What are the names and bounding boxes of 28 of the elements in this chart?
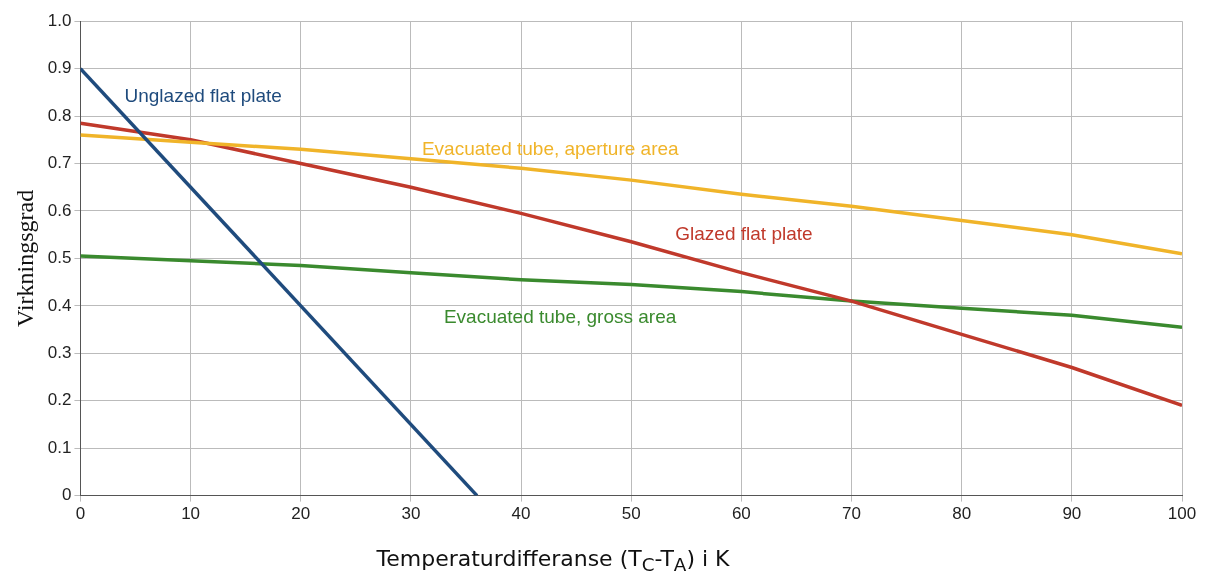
y-axis-title: Virkningsgrad — [11, 189, 38, 327]
x-tick-label: 40 — [511, 504, 531, 524]
y-tick-label: 0.3 — [47, 342, 72, 362]
y-tick-label: 0.9 — [47, 58, 72, 78]
x-tick-label: 0 — [75, 504, 86, 524]
y-tick-label: 0.4 — [47, 295, 72, 315]
y-tick-label: 0.2 — [47, 390, 72, 410]
y-tick-label: 0.6 — [47, 200, 72, 220]
x-axis-title: Temperaturdifferanse (T$_{C}$-T$_{A}$) i K — [375, 546, 731, 576]
y-tick-label: 0.1 — [47, 437, 72, 457]
y-tick-label: 0.8 — [47, 105, 72, 125]
series-label: Evacuated tube, gross area — [443, 305, 677, 327]
x-tick-label: 10 — [181, 504, 201, 524]
x-tick-label: 100 — [1167, 504, 1197, 524]
y-tick-label: 0.5 — [47, 248, 72, 268]
x-tick-label: 80 — [952, 504, 972, 524]
x-tick-label: 90 — [1062, 504, 1082, 524]
x-tick-label: 50 — [621, 504, 641, 524]
y-tick-label: 0 — [61, 485, 72, 505]
x-tick-label: 70 — [842, 504, 861, 524]
series-label: Evacuated tube, aperture area — [421, 137, 680, 159]
series-label: Unglazed flat plate — [124, 85, 282, 107]
y-tick-label: 0.7 — [47, 153, 72, 173]
x-tick-label: 60 — [731, 504, 751, 524]
y-tick-label: 1.0 — [47, 10, 72, 30]
x-tick-label: 20 — [291, 504, 311, 524]
series-label: Glazed flat plate — [675, 222, 813, 244]
x-tick-label: 30 — [401, 504, 421, 524]
